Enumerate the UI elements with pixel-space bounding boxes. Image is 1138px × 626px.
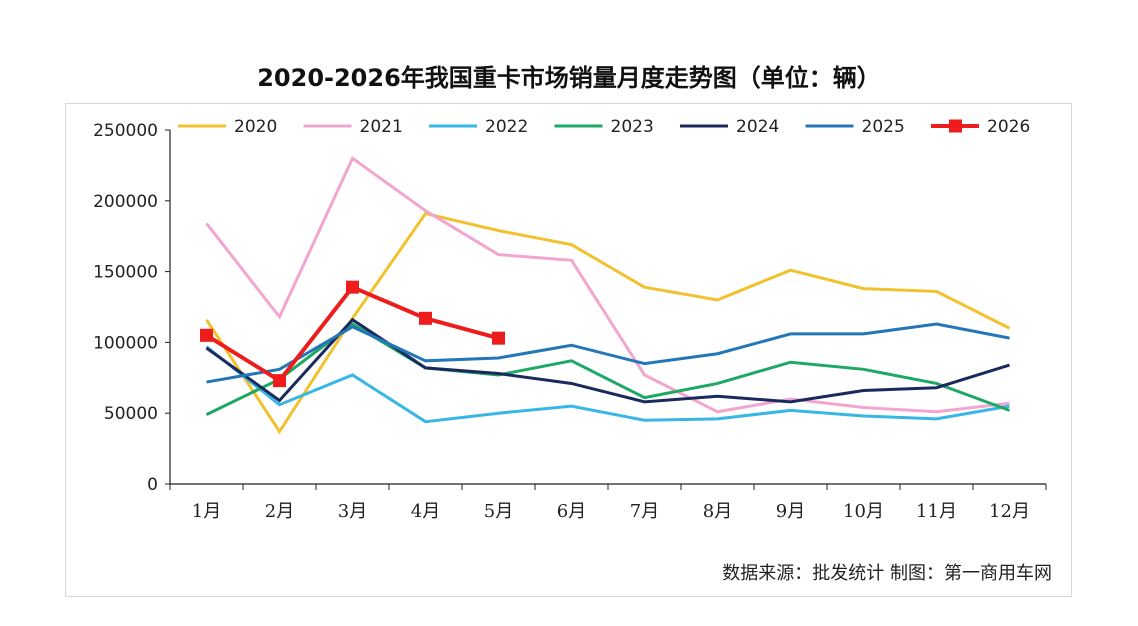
x-tick-label: 12月 <box>989 501 1030 522</box>
series-line-2025 <box>206 322 1010 384</box>
series-line-2024 <box>205 317 1010 404</box>
series-line-2023 <box>205 322 1011 416</box>
legend-label-2026: 2026 <box>987 117 1030 137</box>
x-tick-label: 11月 <box>916 501 957 522</box>
legend-label-2020: 2020 <box>234 117 277 137</box>
series-point-2026 <box>200 328 213 342</box>
series-line-2020 <box>205 211 1011 435</box>
x-tick-label: 7月 <box>630 501 659 522</box>
legend-label-2024: 2024 <box>736 117 779 137</box>
y-tick-label: 200000 <box>93 192 158 212</box>
legend-label-2023: 2023 <box>611 117 654 137</box>
x-tick-label: 10月 <box>843 501 884 522</box>
legend-label-2022: 2022 <box>485 117 528 137</box>
x-tick-label: 2月 <box>265 501 294 522</box>
legend-label-2021: 2021 <box>360 117 403 137</box>
source-note: 数据来源：批发统计 制图：第一商用车网 <box>722 563 1052 584</box>
x-tick-label: 9月 <box>776 501 805 522</box>
series-point-2026 <box>492 331 505 345</box>
y-tick-label: 150000 <box>93 263 158 283</box>
y-tick-label: 100000 <box>93 333 158 353</box>
chart-title: 2020-2026年我国重卡市场销量月度走势图（单位：辆） <box>257 64 881 92</box>
legend-label-2025: 2025 <box>862 117 905 137</box>
y-tick-label: 0 <box>147 475 158 495</box>
series-point-2026 <box>419 311 432 325</box>
legend-marker-2026 <box>949 119 962 133</box>
y-tick-label: 250000 <box>93 121 158 141</box>
series-line-2022 <box>205 345 1010 424</box>
x-tick-label: 4月 <box>411 501 440 522</box>
x-tick-label: 1月 <box>192 501 221 522</box>
x-tick-label: 5月 <box>484 501 513 522</box>
series-point-2026 <box>273 374 286 388</box>
y-tick-label: 50000 <box>104 404 158 424</box>
x-tick-label: 3月 <box>338 501 367 522</box>
series-line-2026 <box>205 284 500 384</box>
x-tick-label: 6月 <box>557 501 586 522</box>
series-line-2021 <box>205 156 1010 414</box>
x-tick-label: 8月 <box>703 501 732 522</box>
series-point-2026 <box>346 280 359 294</box>
